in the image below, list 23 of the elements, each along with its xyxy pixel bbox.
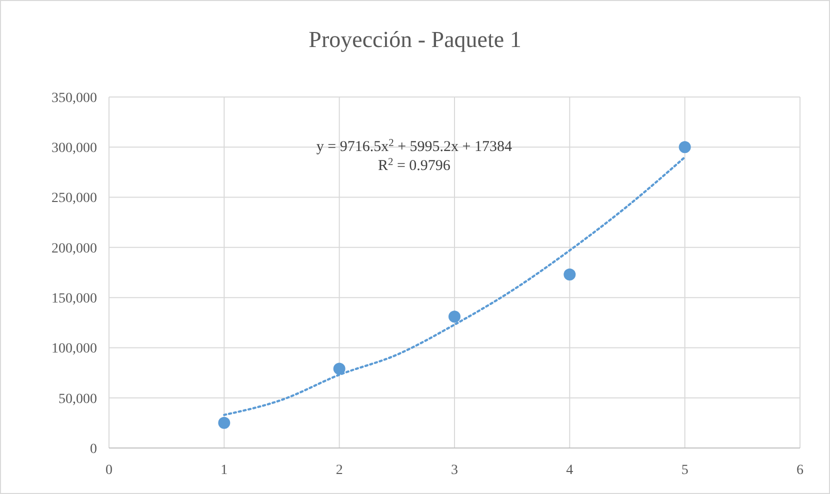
point [448,310,460,323]
y-tick-label: 250,000 [52,191,97,206]
x-tick-label: 6 [796,463,804,478]
x-tick-label: 5 [681,463,688,478]
y-tick-label: 50,000 [58,392,97,407]
y-tick-label: 150,000 [52,291,97,306]
point [218,416,230,429]
annotation: R$^{2}$ = 0.9796 [378,156,451,174]
chart-title: Proyección - Paquete 1 [308,27,522,52]
x-tick-label: 2 [336,463,343,478]
y-tick-label: 350,000 [52,90,97,106]
y-tick-label: 100,000 [52,342,97,357]
annotation: y = 9716.5x$^{2}$ + 5995.2x + 17384 [316,138,513,155]
x-tick-label: 3 [451,463,458,478]
point [564,268,576,281]
x-tick-label: 4 [566,463,574,478]
y-tick-label: 0 [90,442,97,457]
x-tick-label: 1 [220,463,228,478]
y-tick-label: 300,000 [52,141,97,156]
point [333,362,346,375]
y-tick-label: 200,000 [52,241,97,256]
point [678,141,691,154]
x-tick-label: 0 [106,463,112,478]
